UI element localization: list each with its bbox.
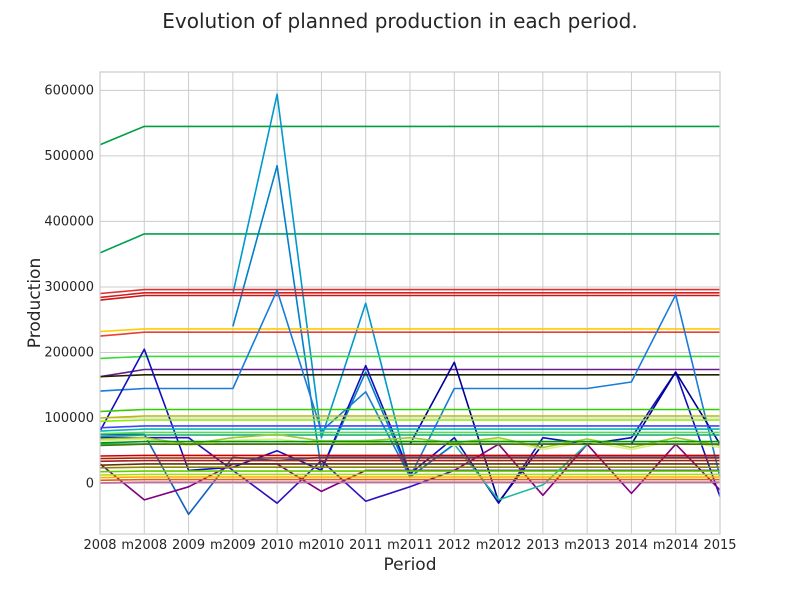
series-line-11 — [99, 368, 720, 378]
series-line-33 — [99, 459, 720, 463]
series-line-29 — [99, 440, 720, 444]
series-line-12 — [99, 374, 720, 378]
x-tick-labels: 2008 m2008 2009 m2009 2010 m2010 2011 m2011 2012… — [83, 538, 736, 553]
series-line-31 — [99, 454, 720, 457]
series-line-1 — [99, 125, 720, 146]
series-line-40 — [99, 481, 720, 484]
series-line-5 — [99, 288, 720, 295]
x-tick-label: m2014 — [653, 538, 699, 553]
grid — [99, 72, 721, 534]
x-tick-label: 2010 — [261, 538, 294, 553]
series-line-26 — [99, 434, 720, 438]
series-line-32 — [99, 457, 720, 460]
y-tick-label: 500000 — [44, 149, 94, 164]
series-line-30 — [99, 443, 720, 447]
series-line-37 — [99, 473, 720, 476]
x-tick-label: 2009 — [172, 538, 205, 553]
series-line-35 — [99, 466, 720, 469]
series-line-8 — [99, 328, 720, 333]
series-line-22 — [99, 419, 720, 423]
x-tick-label: m2009 — [210, 538, 256, 553]
series-line-36 — [99, 470, 720, 473]
x-axis-label: Period — [383, 555, 436, 575]
series-line-6 — [99, 292, 720, 299]
series-line-24 — [99, 428, 720, 432]
x-tick-label: m2011 — [387, 538, 433, 553]
y-tick-labels: 0 100000 200000 300000 400000 500000 600000 — [44, 83, 94, 491]
x-tick-label: m2012 — [476, 538, 522, 553]
series-line-23 — [99, 425, 720, 429]
series-line-7 — [99, 294, 720, 301]
series-line-38 — [99, 476, 720, 479]
series-line-39 — [99, 478, 720, 482]
y-tick-label: 400000 — [44, 214, 94, 229]
x-tick-label: m2008 — [121, 538, 167, 553]
x-tick-label: 2014 — [615, 538, 648, 553]
x-tick-label: 2015 — [703, 538, 736, 553]
series-line-9 — [99, 331, 720, 337]
chart-title: Evolution of planned production in each … — [162, 9, 638, 33]
y-tick-label: 200000 — [44, 345, 94, 360]
y-tick-label: 100000 — [44, 411, 94, 426]
y-tick-label: 0 — [86, 477, 94, 492]
series-lines — [99, 93, 721, 516]
x-tick-label: m2010 — [299, 538, 345, 553]
x-tick-label: m2013 — [564, 538, 610, 553]
x-tick-label: 2008 — [83, 538, 116, 553]
y-axis-label: Production — [25, 258, 45, 348]
y-tick-label: 300000 — [44, 280, 94, 295]
plot-frame — [99, 71, 721, 535]
x-tick-label: 2012 — [438, 538, 471, 553]
series-line-34 — [99, 463, 720, 466]
series-line-20 — [99, 408, 720, 413]
y-tick-label: 600000 — [44, 83, 94, 98]
series-line-25 — [99, 431, 720, 435]
series-line-10 — [99, 355, 720, 360]
x-tick-label: 2011 — [349, 538, 382, 553]
series-line-21 — [99, 415, 720, 419]
series-line-2 — [99, 233, 720, 254]
x-tick-label: 2013 — [526, 538, 559, 553]
